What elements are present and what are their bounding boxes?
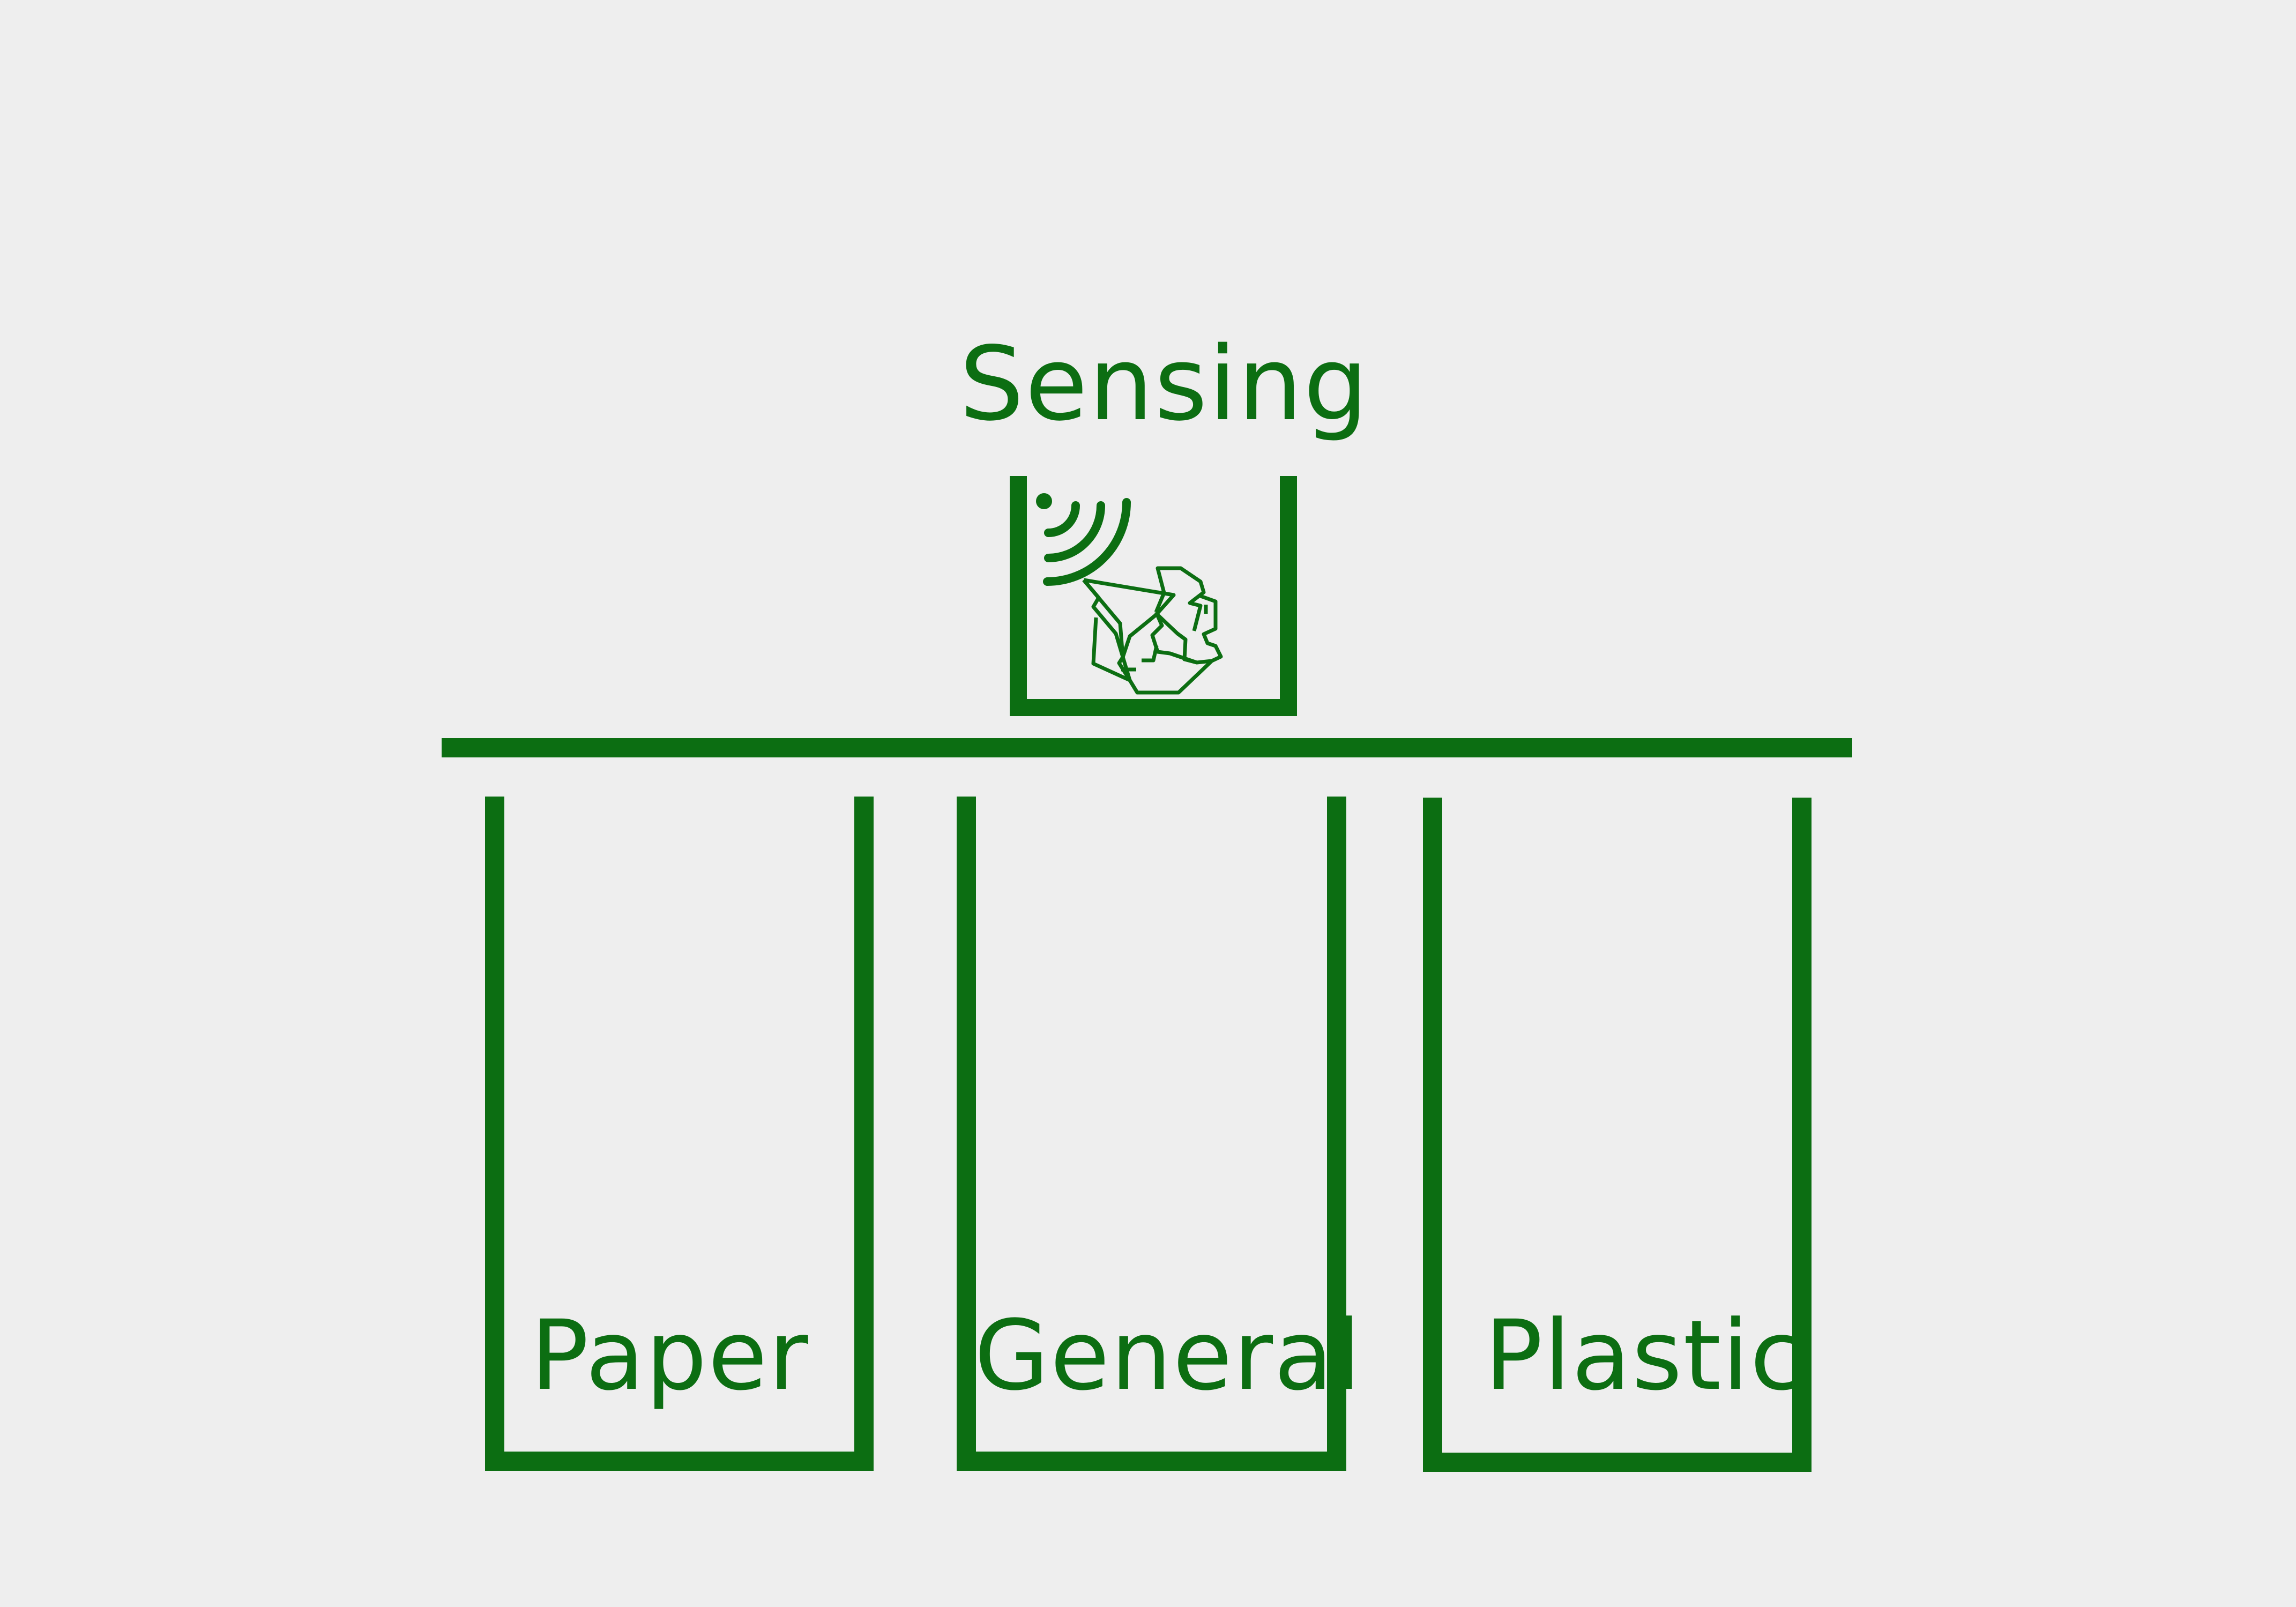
sensing-label: Sensing <box>959 325 1369 443</box>
paper-bin <box>485 797 874 1471</box>
sensing-chamber <box>1010 476 1297 716</box>
wireless-signal-icon <box>1036 493 1131 586</box>
general-bin <box>957 797 1346 1471</box>
crumpled-trash-icon <box>1082 566 1223 695</box>
plastic-bin-label: Plastic <box>1485 1300 1805 1412</box>
paper-bin-label: Paper <box>531 1300 809 1412</box>
general-bin-label: General <box>974 1300 1362 1412</box>
plastic-bin <box>1423 798 1812 1472</box>
